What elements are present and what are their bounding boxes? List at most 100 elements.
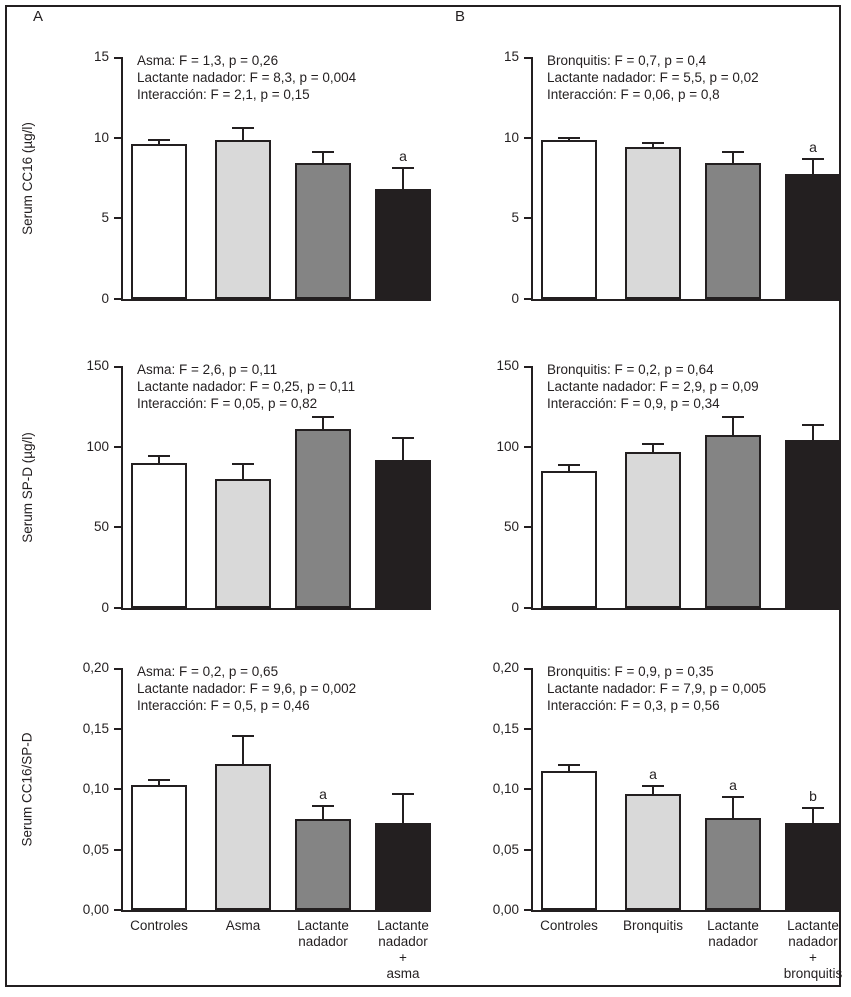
y-tick-label: 5 xyxy=(511,210,519,226)
chart-a-serum-cc16: Serum CC16 (µg/l) 0 5 10 15 Asma: F = 1,3, p … xyxy=(20,49,431,306)
error-bar xyxy=(722,416,744,436)
error-bar-cap xyxy=(232,734,254,737)
error-bar-cap xyxy=(312,804,334,807)
error-bar-cap xyxy=(148,139,170,142)
stats-annotation-line: Interacción: F = 2,1, p = 0,15 xyxy=(137,87,310,102)
y-tick-label: 0,05 xyxy=(82,841,109,857)
error-bar-cap xyxy=(312,151,334,154)
error-bar-cap xyxy=(722,796,744,799)
stats-annotation-line: Lactante nadador: F = 9,6, p = 0,002 xyxy=(137,681,357,696)
category-label: Asma xyxy=(225,918,261,933)
bar-3 xyxy=(705,163,761,299)
bar-3 xyxy=(295,428,351,608)
error-bar-cap xyxy=(312,416,334,419)
error-bar xyxy=(558,136,580,141)
error-bar-cap xyxy=(392,166,414,169)
y-tick-label: 100 xyxy=(496,438,519,454)
y-tick xyxy=(524,526,531,529)
error-bar xyxy=(148,779,170,786)
error-bar xyxy=(148,139,170,145)
significance-letter: a xyxy=(319,785,327,802)
error-bar-cap xyxy=(148,779,170,782)
error-bar-cap xyxy=(722,151,744,154)
bar-4 xyxy=(375,822,431,910)
bar-2 xyxy=(625,451,681,608)
y-tick-label: 150 xyxy=(496,358,519,373)
error-bar xyxy=(232,734,254,764)
y-tick xyxy=(114,668,121,670)
significance-letter: b xyxy=(809,788,817,805)
error-bar xyxy=(392,437,414,460)
y-tick xyxy=(524,909,531,911)
y-tick-label: 0,00 xyxy=(492,902,519,917)
y-tick xyxy=(524,848,531,851)
y-tick xyxy=(524,217,531,220)
bar-4 xyxy=(375,189,431,299)
error-bar-stem xyxy=(812,424,814,441)
error-bar xyxy=(802,424,824,441)
error-bar-stem xyxy=(158,454,160,463)
y-tick xyxy=(114,727,121,730)
bar-3 xyxy=(705,435,761,608)
error-bar-cap xyxy=(558,136,580,139)
error-bar-stem xyxy=(322,804,324,820)
category-label: Lactante nadador xyxy=(297,918,349,949)
stats-annotation-line: Bronquitis: F = 0,9, p = 0,35 xyxy=(547,664,714,679)
bar-1 xyxy=(541,140,597,299)
y-tick-label: 0 xyxy=(101,291,109,306)
y-tick-label: 0,10 xyxy=(82,781,109,796)
category-label: Controles xyxy=(540,918,598,933)
error-bar-stem xyxy=(732,416,734,436)
bar-2 xyxy=(625,147,681,299)
error-bar-stem xyxy=(732,796,734,819)
y-tick xyxy=(114,848,121,851)
error-bar xyxy=(722,151,744,164)
bar-4 xyxy=(785,173,841,299)
error-bar-cap xyxy=(232,127,254,130)
y-tick xyxy=(524,57,531,59)
stats-annotation: Bronquitis: F = 0,2, p = 0,64 Lactante na… xyxy=(547,361,847,412)
panel-a-label: A xyxy=(33,8,44,25)
stats-annotation: Bronquitis: F = 0,9, p = 0,35 Lactante na… xyxy=(547,663,847,714)
stats-annotation-line: Lactante nadador: F = 0,25, p = 0,11 xyxy=(137,379,356,394)
error-bar-stem xyxy=(402,437,404,460)
bar-1 xyxy=(541,770,597,910)
category-label: Lactante nadador + asma xyxy=(377,918,429,981)
y-tick-label: 10 xyxy=(503,129,519,145)
stats-annotation-line: Bronquitis: F = 0,7, p = 0,4 xyxy=(547,53,707,68)
y-tick-label: 0,10 xyxy=(492,781,519,796)
y-tick-label: 0,20 xyxy=(492,660,519,675)
stats-annotation-line: Interacción: F = 0,9, p = 0,34 xyxy=(547,396,720,411)
error-bar xyxy=(392,792,414,823)
y-tick xyxy=(524,298,531,300)
y-tick-label: 0,05 xyxy=(492,841,519,857)
stats-annotation-line: Bronquitis: F = 0,2, p = 0,64 xyxy=(547,362,714,377)
category-label: Lactante nadador + bronquitis xyxy=(783,918,843,981)
stats-annotation: Asma: F = 0,2, p = 0,65 Lactante nadador:… xyxy=(137,663,437,714)
bar-1 xyxy=(131,785,187,910)
y-axis-label-text: Serum SP-D (µg/l) xyxy=(19,431,35,543)
category-label: Controles xyxy=(130,918,188,933)
stats-annotation-line: Lactante nadador: F = 5,5, p = 0,02 xyxy=(547,70,759,85)
y-tick-label: 15 xyxy=(503,49,519,64)
error-bar-stem xyxy=(812,807,814,823)
y-tick xyxy=(114,607,121,609)
y-tick-label: 0,15 xyxy=(82,720,109,736)
y-tick xyxy=(114,526,121,529)
error-bar-cap xyxy=(558,464,580,467)
y-tick-label: 0,20 xyxy=(82,660,109,675)
stats-annotation: Asma: F = 1,3, p = 0,26 Lactante nadador:… xyxy=(137,52,437,103)
y-tick xyxy=(114,136,121,139)
error-bar xyxy=(642,785,664,794)
stats-annotation-line: Asma: F = 2,6, p = 0,11 xyxy=(137,362,278,377)
bar-1 xyxy=(131,462,187,608)
error-bar-stem xyxy=(652,785,654,794)
bar-2 xyxy=(215,140,271,299)
y-tick-label: 10 xyxy=(93,129,109,145)
error-bar-stem xyxy=(652,141,654,148)
error-bar-stem xyxy=(322,416,324,429)
error-bar xyxy=(558,464,580,471)
category-label: Lactante nadador xyxy=(707,918,759,949)
error-bar-cap xyxy=(642,141,664,144)
error-bar xyxy=(232,462,254,479)
